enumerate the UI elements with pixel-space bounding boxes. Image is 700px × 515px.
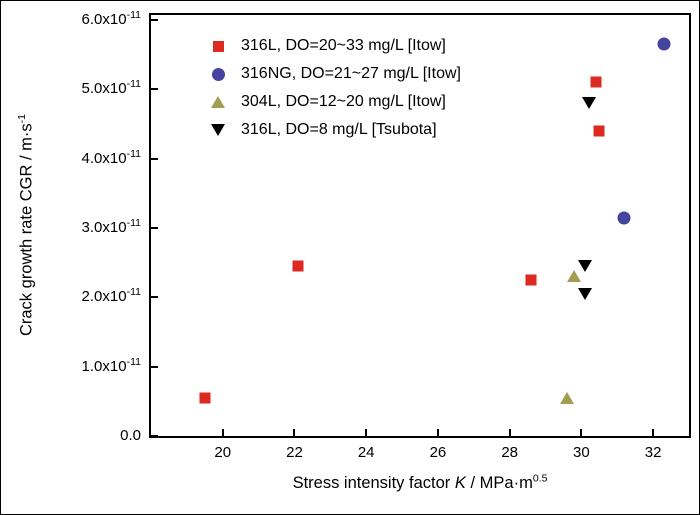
x-axis-title-variable: K [454, 474, 466, 492]
x-axis-title-exponent: 0.5 [532, 472, 548, 485]
legend-item-label: 316NG, DO=21~27 mg/L [Itow] [241, 65, 461, 82]
x-axis-tick-label: 22 [286, 444, 303, 461]
y-axis-tick-label-text: 6.0x10 [81, 10, 127, 28]
y-axis-tick-label: 2.0x10-11 [1, 286, 141, 306]
data-point [292, 260, 304, 272]
circle-marker-icon [211, 67, 225, 81]
legend-item-label: 304L, DO=12~20 mg/L [Itow] [241, 93, 446, 110]
x-axis-title-units: / MPa·m [465, 474, 533, 492]
y-axis-title: Crack growth rate CGR / m·s-1 [16, 113, 37, 337]
y-axis-title-text: Crack growth rate CGR / m·s [17, 123, 36, 337]
data-point [617, 211, 631, 225]
data-point [567, 270, 582, 283]
y-axis-tick [151, 157, 158, 160]
y-axis-tick-label-text: 2.0x10 [81, 288, 127, 306]
triangle-down-marker-icon [211, 124, 225, 136]
legend-item-1: 316NG, DO=21~27 mg/L [Itow] [209, 63, 461, 85]
y-axis-tick [151, 296, 158, 299]
data-point [581, 97, 596, 110]
legend-item-0: 316L, DO=20~33 mg/L [Itow] [209, 35, 461, 57]
x-axis-tick-label: 24 [357, 444, 375, 461]
triangle-up-marker-icon [211, 96, 225, 108]
y-axis-tick-label-text: 1.0x10 [81, 357, 127, 375]
y-axis-tick [151, 226, 158, 229]
y-axis-tick-label-text: 0.0 [120, 427, 141, 444]
data-point [577, 287, 592, 300]
legend-item-label: 316L, DO=8 mg/L [Tsubota] [241, 121, 437, 138]
data-point [657, 37, 671, 51]
x-axis-tick-label: 26 [429, 444, 447, 461]
legend-marker-cell [209, 40, 227, 52]
legend-marker-cell [209, 67, 227, 81]
y-axis-tick [151, 365, 158, 368]
y-axis-tick [151, 18, 158, 21]
x-axis-tick [365, 429, 368, 436]
tick-marks-layer [151, 15, 689, 437]
data-points-layer [151, 15, 689, 436]
x-axis-tick [580, 429, 583, 436]
x-axis-title: Stress intensity factor K / MPa·m0.5 [149, 472, 691, 493]
square-marker-icon [212, 40, 224, 52]
data-point [577, 260, 592, 273]
y-axis-tick-label-exponent: -11 [126, 286, 141, 299]
y-axis-tick-label: 4.0x10-11 [1, 147, 141, 168]
legend-item-label: 316L, DO=20~33 mg/L [Itow] [241, 37, 446, 54]
x-axis-tick [652, 429, 655, 436]
y-axis-tick-label-exponent: -11 [126, 216, 141, 229]
y-axis-tick-label-text: 3.0x10 [81, 218, 127, 236]
x-axis-tick-label: 28 [501, 444, 518, 461]
x-axis-tick-label: 20 [214, 444, 232, 461]
y-axis-tick-label-text: 5.0x10 [81, 80, 127, 98]
y-axis-tick-label-exponent: -11 [126, 355, 141, 368]
legend: 316L, DO=20~33 mg/L [Itow] 316NG, DO=21~2… [209, 35, 461, 141]
y-axis-tick-label-exponent: -11 [126, 147, 141, 160]
y-axis-title-exponent: -1 [16, 113, 28, 124]
legend-marker-cell [209, 96, 227, 108]
x-axis-tick [508, 429, 511, 436]
x-axis-tick [436, 429, 439, 436]
y-axis-tick [151, 88, 158, 91]
y-axis-tick-label: 3.0x10-11 [1, 216, 141, 237]
x-axis-tick-label: 32 [644, 444, 662, 461]
data-point [593, 125, 605, 137]
y-axis-tick [151, 435, 158, 437]
x-axis-title-prefix: Stress intensity factor [292, 474, 455, 492]
data-point [199, 392, 211, 404]
legend-item-3: 316L, DO=8 mg/L [Tsubota] [209, 119, 461, 141]
y-axis-tick-label: 6.0x10-11 [1, 8, 141, 29]
x-axis-tick-label: 30 [573, 444, 590, 461]
y-axis-tick-label: 0.0 [1, 427, 141, 445]
y-axis-tick-label: 1.0x10-11 [1, 355, 141, 376]
x-axis-tick [293, 429, 296, 436]
y-axis-tick-label-exponent: -11 [126, 8, 141, 21]
data-point [525, 274, 537, 286]
plot-area: 316L, DO=20~33 mg/L [Itow] 316NG, DO=21~2… [149, 13, 691, 438]
y-axis-tick-label: 5.0x10-11 [1, 78, 141, 98]
legend-marker-cell [209, 124, 227, 136]
y-axis-tick-label-exponent: -11 [126, 78, 141, 91]
data-point [590, 76, 602, 88]
y-axis-tick-label-text: 4.0x10 [81, 149, 127, 167]
legend-item-2: 304L, DO=12~20 mg/L [Itow] [209, 91, 461, 113]
x-axis-tick [221, 429, 224, 436]
data-point [560, 391, 575, 404]
